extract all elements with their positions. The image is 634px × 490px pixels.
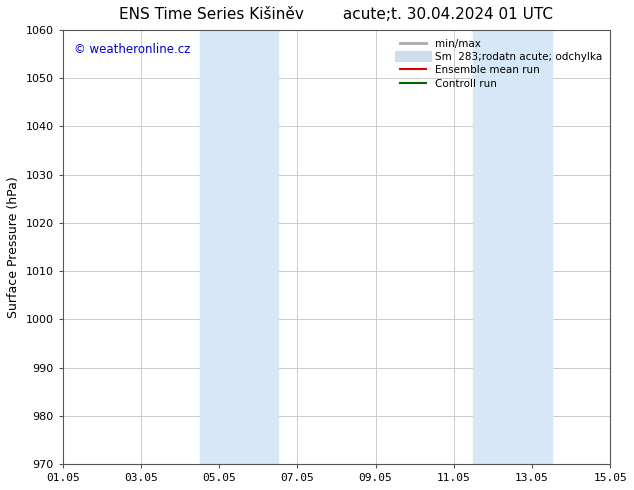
Y-axis label: Surface Pressure (hPa): Surface Pressure (hPa) — [7, 176, 20, 318]
Legend: min/max, Sm  283;rodatn acute; odchylka, Ensemble mean run, Controll run: min/max, Sm 283;rodatn acute; odchylka, … — [397, 35, 605, 92]
Bar — [474, 30, 552, 464]
Bar — [200, 30, 278, 464]
Text: © weatheronline.cz: © weatheronline.cz — [74, 43, 190, 56]
Title: ENS Time Series Kišiněv        acute;t. 30.04.2024 01 UTC: ENS Time Series Kišiněv acute;t. 30.04.2… — [119, 7, 553, 22]
